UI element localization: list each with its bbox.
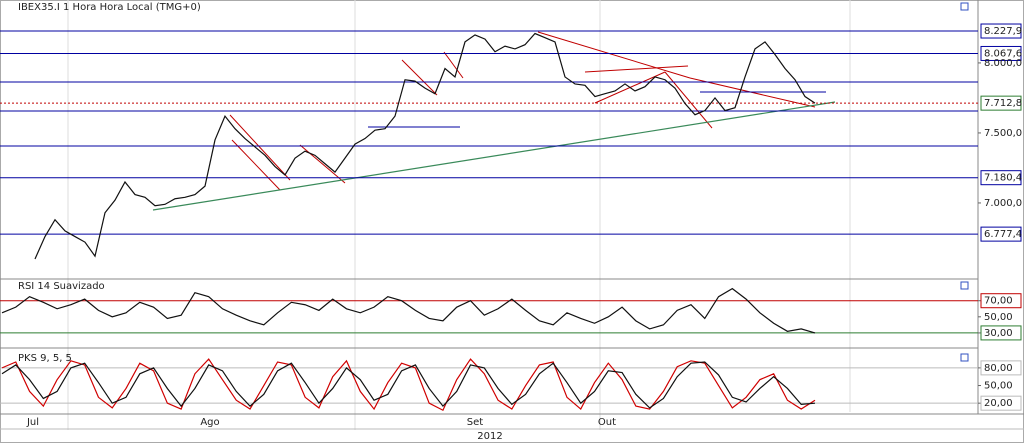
y-tick-label: 20,00 [984,398,1013,409]
level-label: 8.227,9 [984,26,1022,37]
label-box [980,45,1022,61]
label-box [980,325,1022,341]
y-tick-label: 50,00 [984,312,1013,323]
x-tick-label: Jul [26,417,39,428]
label-box [980,293,1022,309]
level-label: 7.180,4 [984,173,1022,184]
x-year-label: 2012 [477,431,502,442]
y-tick-label: 7.000,0 [984,198,1022,209]
label-box [980,170,1022,186]
panel-title: PKS 9, 5, 5 [18,353,72,364]
price-line [1,358,816,412]
price-line [1,287,816,334]
level-label: 6.777,4 [984,229,1022,240]
y-tick-label: 50,00 [984,381,1013,392]
panel-icons[interactable] [960,2,969,362]
level-label: 8.067,6 [984,48,1022,59]
trendline [152,101,836,211]
x-tick-label: Set [467,417,484,428]
price-line [1,361,816,409]
label-box [980,395,1022,411]
y-tick-label: 30,00 [984,328,1013,339]
vertical-grid [67,0,851,430]
y-tick-label: 7.500,0 [984,128,1022,139]
label-box [980,360,1022,376]
label-box [980,23,1022,39]
x-tick-label: Out [598,417,616,428]
y-tick-label: 70,00 [984,296,1013,307]
level-label: 7.712,8 [984,98,1022,109]
label-box [980,226,1022,242]
x-tick-label: Ago [200,417,219,428]
label-box [980,95,1022,111]
panel-title: RSI 14 Suavizado [18,281,105,292]
y-tick-label: 8.000,0 [984,58,1022,69]
price-line [34,32,816,260]
y-tick-label: 80,00 [984,363,1013,374]
panel-title: IBEX35.I 1 Hora Hora Local (TMG+0) [18,2,201,13]
